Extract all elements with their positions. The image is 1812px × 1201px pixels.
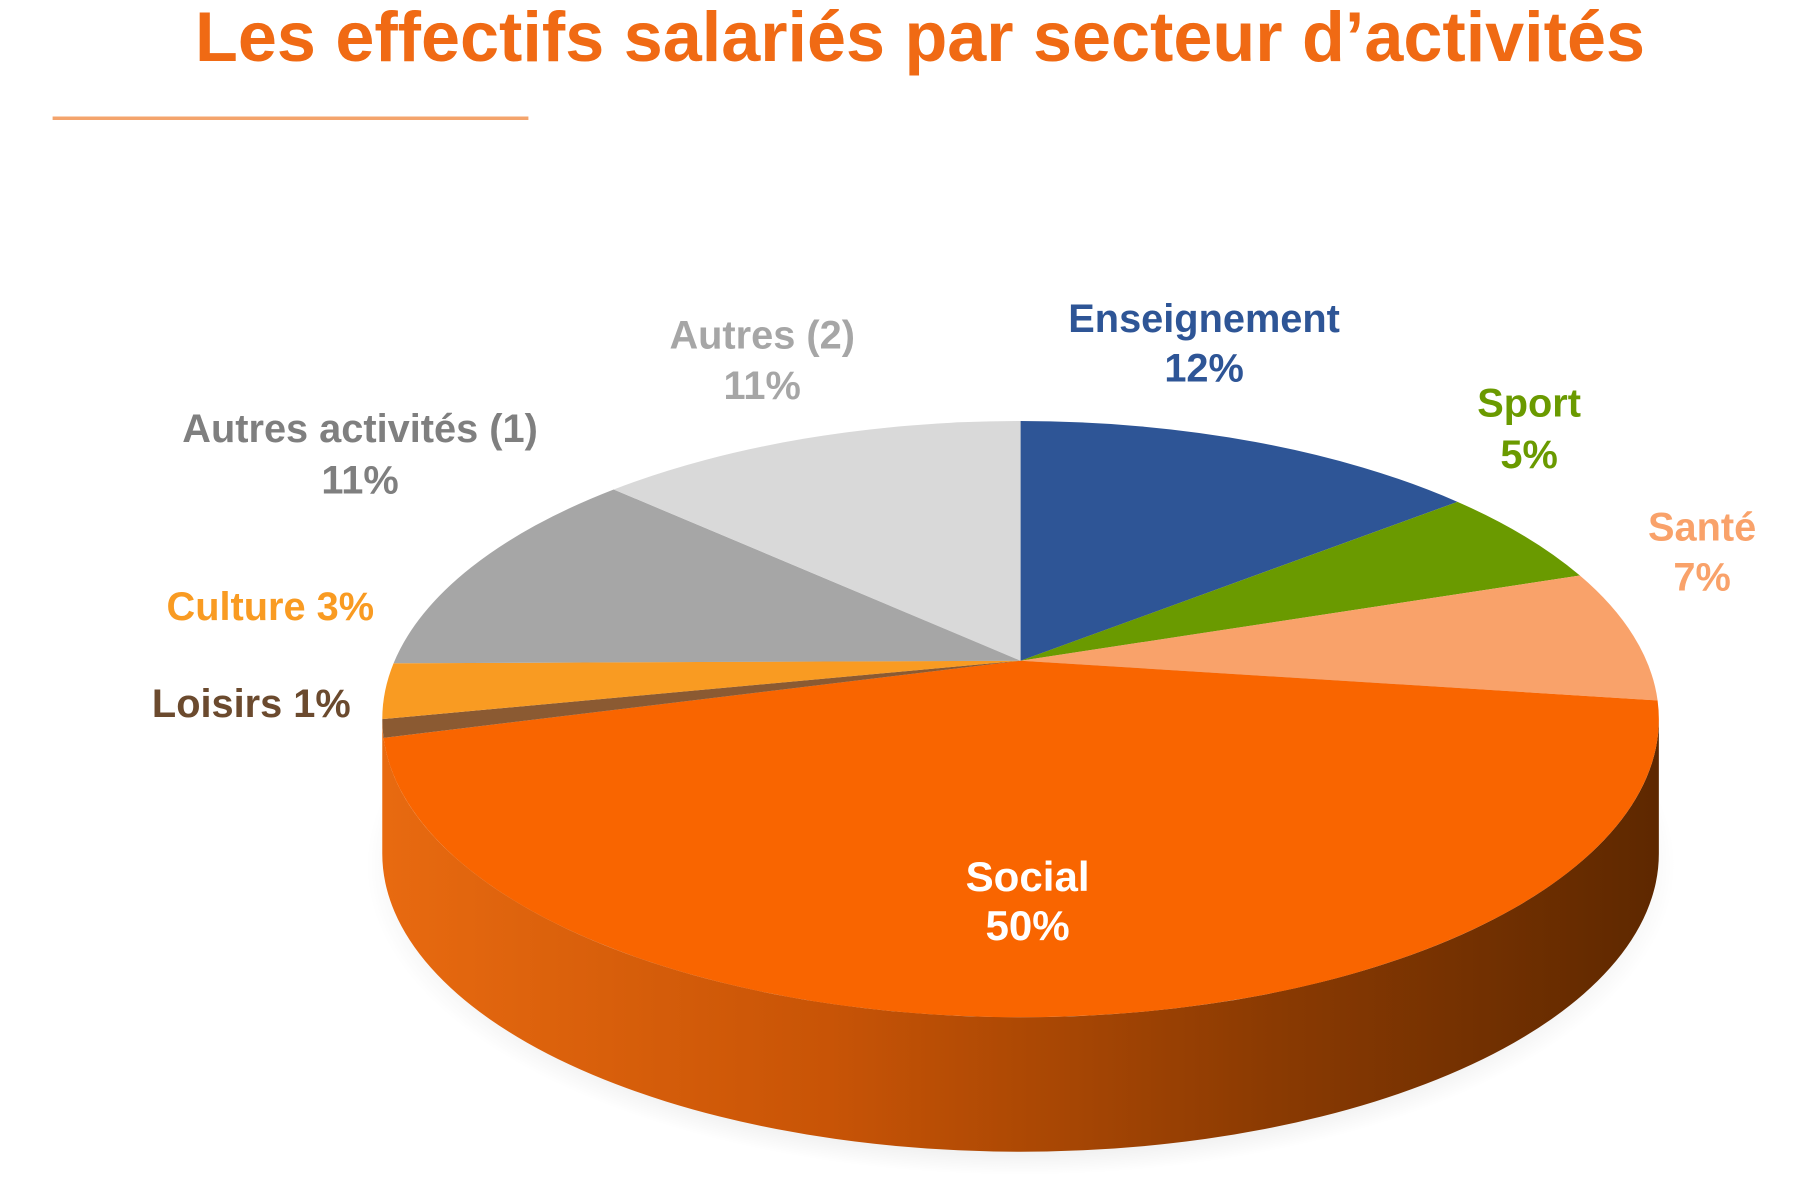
label-value: 3% [317, 585, 374, 629]
pie-slice-social [383, 660, 1659, 1018]
label-name: Santé [1648, 505, 1756, 549]
label-social: Social 50% [966, 853, 1090, 949]
label-value: 11% [321, 459, 398, 503]
label-loisirs: Loisirs 1% [152, 682, 351, 726]
label-name: Social [966, 853, 1090, 900]
label-value: 11% [724, 364, 801, 408]
label-value: 1% [293, 682, 350, 726]
label-name: Autres (2) [669, 314, 854, 358]
chart-title: Les effectifs salariés par secteur d’act… [195, 0, 1645, 76]
label-value: 5% [1500, 433, 1557, 477]
pie-slice-enseignement [1020, 421, 1458, 661]
pie-slice-loisirs [382, 660, 1021, 738]
label-name: Loisirs [152, 682, 282, 726]
pie-slice-autres-activit-s-1 [393, 489, 1021, 664]
label-value: 7% [1673, 556, 1730, 600]
label-sport: Sport 5% [1477, 381, 1581, 476]
label-sante: Santé 7% [1648, 505, 1756, 599]
pie-slice-autres-2 [613, 421, 1021, 661]
label-name: Sport [1477, 381, 1581, 425]
label-value: 12% [1164, 346, 1244, 390]
label-value: 50% [985, 902, 1069, 949]
label-enseignement: Enseignement 12% [1068, 297, 1340, 390]
label-name: Culture [167, 585, 306, 629]
svg-text:Loisirs 1%: Loisirs 1% [152, 682, 351, 726]
label-autres-activites: Autres activités (1) 11% [182, 407, 538, 502]
label-name: Autres activités (1) [182, 407, 538, 451]
label-culture: Culture 3% [167, 585, 375, 629]
pie-slice-sant [1020, 575, 1658, 701]
label-autres-2: Autres (2) 11% [669, 314, 854, 408]
label-name: Enseignement [1068, 297, 1340, 341]
svg-text:Culture 3%: Culture 3% [167, 585, 375, 629]
pie-side [382, 719, 1659, 1152]
pie-slice-sport [1020, 501, 1580, 661]
pie-slices [382, 421, 1659, 1018]
